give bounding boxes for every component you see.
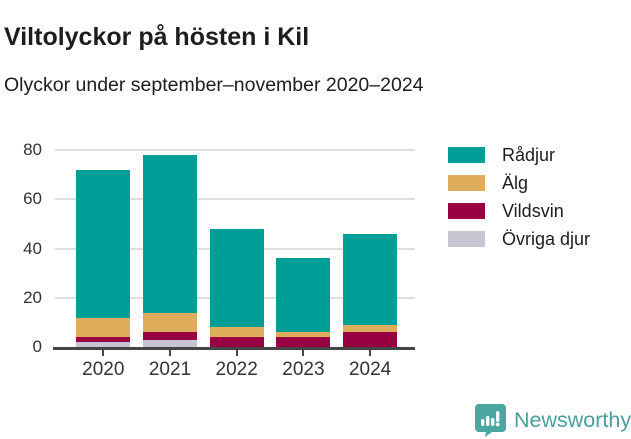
bar-segment-rådjur [276, 258, 331, 333]
chart-subtitle: Olyckor under september–november 2020–20… [4, 74, 424, 96]
stacked-bar-2024 [343, 233, 398, 347]
legend-label: Övriga djur [502, 228, 591, 249]
x-axis-tick [235, 350, 238, 356]
stacked-bar-2023 [276, 258, 331, 347]
y-axis-tick-label: 20 [23, 287, 42, 307]
legend-item-rådjur: Rådjur [448, 144, 590, 165]
x-axis-tick-label: 2020 [82, 359, 125, 380]
brand-name: Newsworthy [514, 407, 631, 432]
stacked-bar-2020 [76, 169, 131, 347]
bar-segment-rådjur [76, 169, 131, 318]
stacked-bar-2021 [143, 154, 197, 347]
y-axis-tick-label: 60 [23, 189, 42, 209]
bar-segment-rådjur [143, 154, 197, 313]
x-axis-tick [169, 350, 171, 356]
bar-segment-vildsvin [343, 332, 398, 347]
legend-swatch [448, 203, 485, 219]
y-axis-tick-label: 40 [23, 238, 42, 258]
legend-swatch [448, 231, 485, 247]
x-axis-tick-label: 2022 [215, 359, 258, 380]
legend-swatch [448, 175, 485, 191]
y-axis-tick-label: 0 [32, 337, 42, 356]
stacked-bar-2022 [209, 228, 264, 347]
y-axis-tick-label: 80 [23, 140, 42, 159]
x-axis-tick [369, 350, 372, 356]
legend: Rådjur Älg Vildsvin Övriga djur [448, 144, 591, 259]
legend-item-vildsvin: Vildsvin [448, 200, 590, 221]
bar-segment-vildsvin [143, 332, 197, 340]
brand-footer[interactable]: Newsworthy [474, 403, 631, 437]
x-axis-tick-label: 2024 [348, 359, 392, 380]
bar-segment-övriga-djur [76, 342, 131, 347]
bar-segment-rådjur [209, 228, 264, 328]
legend-swatch [448, 147, 485, 163]
bar-segment-vildsvin [276, 337, 331, 347]
x-axis-tick [302, 350, 305, 356]
bar-segment-övriga-djur [143, 339, 197, 347]
bar-segment-älg [209, 327, 264, 338]
legend-label: Vildsvin [502, 200, 564, 221]
chart-title: Viltolyckor på hösten i Kil [4, 22, 310, 51]
legend-label: Rådjur [502, 144, 556, 165]
bar-segment-älg [143, 312, 197, 333]
newsworthy-logo-icon [475, 404, 506, 437]
x-axis-tick-label: 2023 [282, 359, 325, 380]
x-axis-tick [102, 350, 105, 356]
bar-segment-älg [343, 324, 398, 333]
bar-segment-vildsvin [209, 337, 264, 347]
legend-label: Älg [502, 172, 529, 193]
bar-segment-vildsvin [76, 337, 131, 343]
gridline-y-60 [55, 198, 415, 201]
legend-item-övriga-djur: Övriga djur [448, 228, 591, 249]
bar-segment-älg [76, 317, 131, 338]
bar-segment-rådjur [343, 233, 398, 325]
gridline-y-80 [55, 149, 415, 151]
bar-segment-älg [276, 332, 331, 338]
plot-area [53, 149, 415, 350]
legend-item-älg: Älg [448, 172, 590, 193]
x-axis-tick-label: 2021 [148, 359, 192, 380]
